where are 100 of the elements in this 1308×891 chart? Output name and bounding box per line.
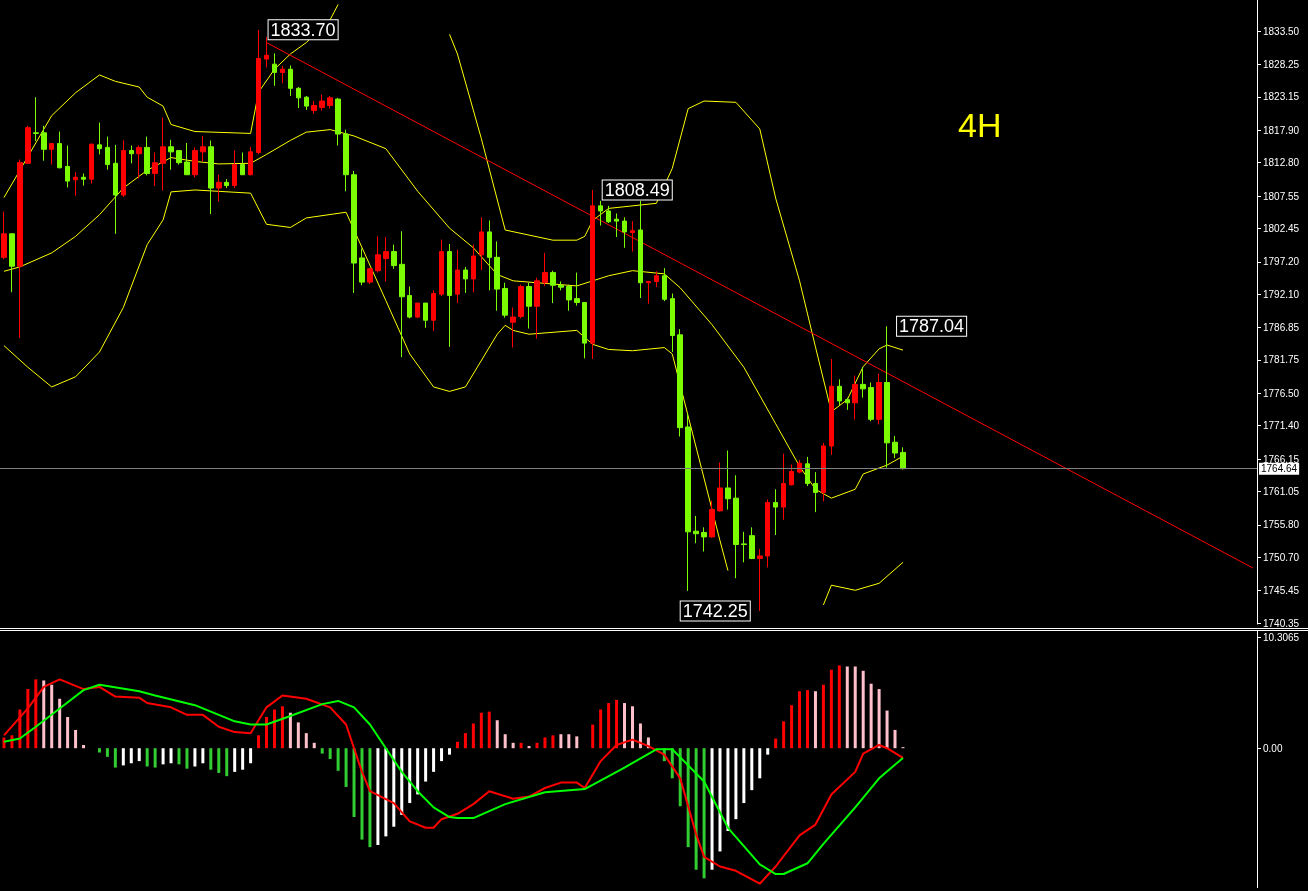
candlestick	[208, 139, 214, 215]
bar	[623, 703, 627, 749]
annotation: 1808.49	[604, 180, 670, 201]
candlestick	[136, 145, 142, 180]
candlestick	[789, 463, 794, 486]
bar	[272, 709, 276, 749]
bar	[694, 748, 698, 870]
bar	[376, 748, 380, 845]
bar	[368, 748, 372, 848]
candlestick	[351, 170, 357, 294]
y-tick-label: 1781.75	[1263, 354, 1300, 366]
candlestick	[359, 247, 365, 286]
bar	[217, 748, 221, 773]
candlestick	[105, 136, 110, 171]
candlestick	[296, 86, 301, 109]
candlestick	[534, 277, 540, 340]
candlestick	[868, 382, 874, 422]
bar	[360, 748, 364, 840]
annotation: 1787.04	[899, 316, 965, 337]
candlestick	[1, 211, 7, 260]
bar	[280, 706, 284, 749]
bar	[551, 735, 555, 749]
bar	[26, 689, 30, 749]
candlestick	[510, 307, 516, 349]
candlestick	[176, 150, 182, 166]
candlestick	[574, 272, 580, 307]
candlestick	[542, 252, 548, 287]
candlestick	[375, 235, 381, 274]
candlestick	[439, 239, 444, 297]
bar	[853, 666, 857, 749]
bar	[782, 721, 786, 749]
bar	[495, 720, 499, 749]
candlestick	[646, 280, 651, 305]
bar	[113, 748, 117, 768]
candlestick	[821, 442, 826, 502]
candlestick	[717, 462, 723, 512]
candlestick	[892, 435, 898, 459]
candlestick	[797, 459, 802, 474]
candlestick	[590, 189, 595, 360]
candlestick	[757, 548, 763, 612]
bar	[416, 748, 420, 795]
candlestick	[852, 375, 858, 420]
candlestick	[638, 200, 643, 299]
candlestick	[598, 200, 603, 227]
bar	[50, 684, 54, 749]
annotation: 1742.25	[682, 600, 748, 621]
candlestick	[25, 125, 31, 165]
candlestick	[765, 498, 770, 568]
candlestick	[216, 174, 222, 202]
candlestick	[582, 301, 587, 359]
bar	[877, 689, 881, 749]
y-tick-label: 1786.85	[1263, 322, 1300, 334]
bar	[774, 738, 778, 749]
candlestick	[343, 129, 349, 192]
candlestick	[184, 142, 190, 176]
bar	[432, 748, 436, 772]
candlestick	[407, 286, 412, 319]
bar	[169, 748, 173, 764]
y-tick-label: 1740.35	[1263, 617, 1300, 629]
bar	[440, 748, 444, 762]
bar	[249, 748, 253, 764]
candlestick	[304, 95, 309, 111]
candlestick	[487, 219, 492, 291]
bar	[893, 729, 897, 749]
candlestick	[900, 446, 906, 471]
candlestick	[550, 270, 556, 304]
candlestick	[248, 146, 253, 176]
candlestick	[335, 97, 341, 146]
candlestick	[129, 145, 134, 164]
bar	[718, 748, 722, 852]
bar	[599, 709, 603, 749]
candlestick	[367, 267, 373, 285]
y-tick-label: 1802.45	[1263, 222, 1300, 234]
candlestick	[383, 236, 389, 282]
bar	[813, 691, 817, 749]
line-series	[3, 3, 339, 199]
candlestick	[614, 212, 619, 238]
candlestick	[33, 96, 39, 142]
candlestick	[311, 100, 317, 115]
candlestick	[89, 143, 94, 185]
candlestick	[630, 220, 635, 253]
bar	[837, 665, 841, 749]
candlestick	[725, 449, 731, 511]
candlestick	[160, 117, 166, 192]
bar	[535, 742, 539, 749]
candlestick	[502, 282, 508, 319]
bar	[615, 699, 619, 749]
y-tick-label: 1771.40	[1263, 420, 1300, 432]
bar	[575, 736, 579, 749]
y-tick-label: 1828.25	[1263, 58, 1300, 70]
candlestick	[709, 500, 715, 539]
candlestick	[733, 474, 739, 579]
candlestick	[518, 284, 524, 319]
bar	[861, 670, 865, 749]
bar	[567, 734, 571, 749]
candlestick	[152, 151, 158, 187]
bar	[42, 680, 46, 749]
candlestick	[526, 282, 532, 329]
bar	[591, 724, 595, 749]
bar	[352, 748, 356, 818]
